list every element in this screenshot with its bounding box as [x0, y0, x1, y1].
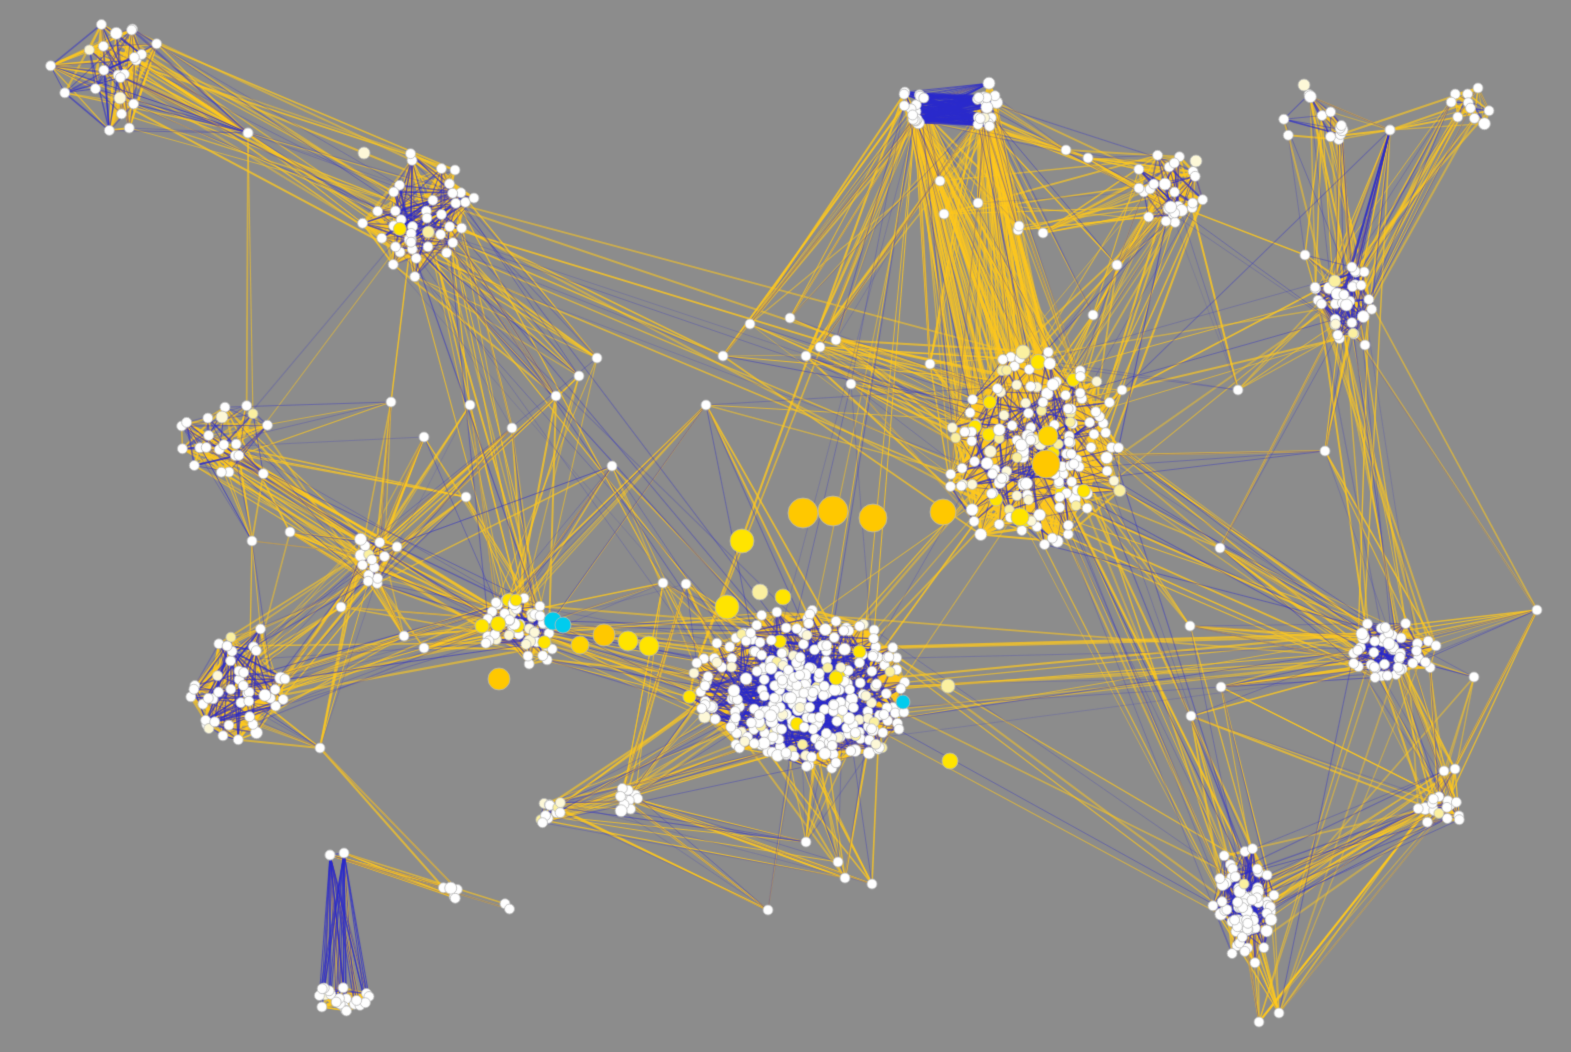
graph-canvas[interactable]: [0, 0, 1571, 1052]
network-graph-view: [0, 0, 1571, 1052]
